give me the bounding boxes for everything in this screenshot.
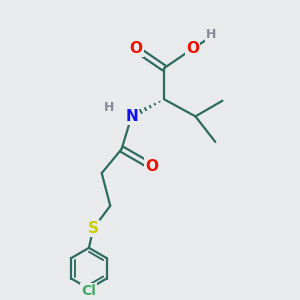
Text: O: O: [129, 41, 142, 56]
Text: Cl: Cl: [82, 284, 96, 298]
Text: O: O: [186, 41, 199, 56]
Text: H: H: [103, 101, 114, 114]
Text: O: O: [145, 159, 158, 174]
Text: N: N: [125, 109, 138, 124]
Text: H: H: [206, 28, 216, 40]
Text: S: S: [88, 221, 99, 236]
